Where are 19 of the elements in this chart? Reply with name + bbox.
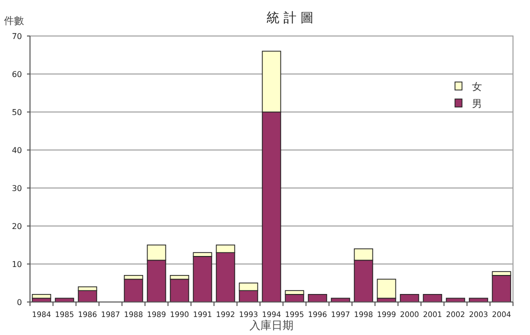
bar	[376, 278, 396, 299]
bar	[492, 275, 512, 302]
y-tick-label: 60	[12, 70, 22, 79]
y-tick-label: 20	[12, 222, 22, 231]
y-tick-label: 0	[16, 298, 22, 307]
bar	[124, 278, 144, 302]
x-axis-title: 入庫日期	[250, 319, 294, 332]
y-tick-label: 10	[12, 260, 22, 269]
y-tick-label: 40	[12, 146, 22, 155]
y-axis-title: 件數	[4, 15, 24, 27]
y-tick-label: 30	[12, 184, 22, 193]
bar	[170, 278, 190, 302]
legend-label: 女	[472, 81, 482, 93]
bar	[32, 294, 52, 299]
legend-label: 男	[472, 99, 482, 110]
y-tick-label: 70	[12, 32, 22, 41]
y-tick-label: 50	[12, 108, 22, 117]
chart-title: 統 計 圖	[266, 11, 314, 26]
bar	[192, 256, 212, 302]
